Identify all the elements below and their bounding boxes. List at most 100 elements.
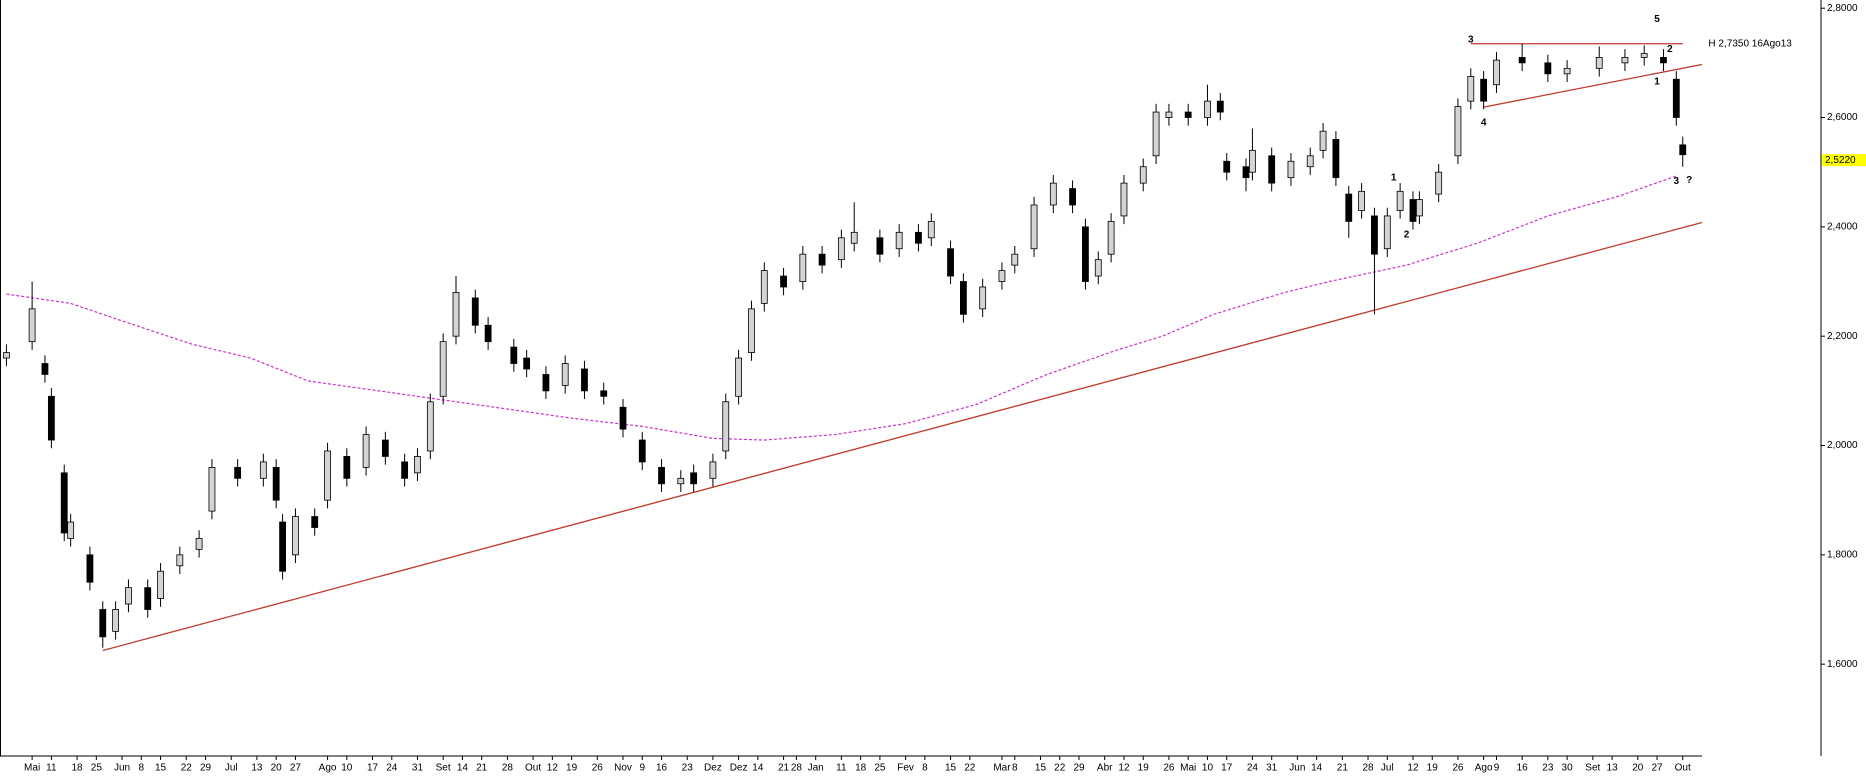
x-tick-label: 26 — [1452, 763, 1464, 774]
x-tick-label: 8 — [1012, 763, 1018, 774]
candle-body — [1306, 155, 1314, 168]
candle-body — [157, 570, 164, 599]
candle-body — [112, 609, 120, 632]
candle-body — [1345, 193, 1353, 222]
x-tick-label: 25 — [874, 763, 886, 774]
x-tick-label: 11 — [46, 763, 57, 774]
x-tick-label: 15 — [155, 763, 167, 774]
x-tick-label: 31 — [1266, 763, 1278, 774]
candle-body — [1480, 78, 1488, 102]
candle-body — [959, 281, 967, 315]
candle-body — [600, 390, 608, 397]
x-tick-label: 14 — [752, 763, 764, 774]
candle-body — [1679, 144, 1687, 156]
candle-body — [1467, 76, 1475, 102]
x-tick-label: 22 — [181, 763, 193, 774]
x-tick-label: 15 — [945, 763, 957, 774]
candle-body — [876, 237, 884, 255]
candle-body — [619, 406, 627, 430]
candle-body — [426, 401, 434, 452]
candle-body — [1672, 78, 1680, 118]
candle-body — [561, 363, 569, 386]
candle-body — [1049, 182, 1057, 206]
x-tick-label: 23 — [1542, 763, 1554, 774]
x-tick-label: 19 — [566, 763, 578, 774]
y-tick-label: 2,6000 — [1827, 112, 1858, 123]
candle-body — [760, 270, 768, 304]
x-tick-label: 28 — [1362, 763, 1374, 774]
x-tick-label: Jun — [114, 763, 130, 774]
x-tick-label: 16 — [1517, 763, 1529, 774]
x-tick-label: Mai — [24, 763, 40, 774]
candle-body — [439, 341, 447, 397]
x-tick-label: Out — [1675, 763, 1691, 774]
candle-body — [176, 554, 184, 567]
x-tick-label: Abr — [1097, 763, 1113, 774]
x-tick-label: 24 — [1247, 763, 1259, 774]
x-tick-label: 9 — [1494, 763, 1500, 774]
annotation: 2 — [1667, 44, 1673, 55]
y-tick-label: 2,2000 — [1827, 331, 1858, 342]
candle-body — [1216, 100, 1224, 113]
y-tick-label: 2,0000 — [1827, 440, 1858, 451]
candle-body — [748, 308, 755, 353]
candle-body — [658, 466, 665, 485]
candle-body — [1454, 106, 1462, 157]
annotation: 3 — [1468, 35, 1474, 46]
candle-body — [1640, 53, 1648, 58]
candle-body — [1595, 56, 1603, 69]
candle-body — [1094, 259, 1102, 277]
annotation: 1 — [1654, 77, 1660, 88]
candle-body — [414, 456, 421, 474]
candle-body — [1242, 166, 1250, 179]
annotation: 4 — [1481, 118, 1487, 129]
x-tick-label: 8 — [922, 763, 928, 774]
x-tick-label: Out — [525, 763, 541, 774]
y-tick-label: 1,6000 — [1827, 659, 1858, 670]
x-tick-label: 27 — [1651, 763, 1663, 774]
x-tick-label: 12 — [1118, 763, 1130, 774]
x-tick-label: 23 — [682, 763, 694, 774]
candle-body — [581, 368, 588, 392]
x-tick-label: 28 — [791, 763, 803, 774]
candle-body — [1287, 160, 1295, 179]
x-tick-label: 29 — [1073, 763, 1085, 774]
x-tick-label: 29 — [200, 763, 212, 774]
annotation: 1 — [1391, 172, 1397, 183]
candle-body — [895, 231, 903, 250]
candle-body — [638, 439, 646, 463]
x-tick-label: 21 — [1337, 763, 1349, 774]
candle-body — [1518, 56, 1526, 64]
candle-body — [1223, 160, 1231, 173]
candle-body — [722, 401, 730, 452]
candle-body — [1621, 56, 1629, 64]
x-tick-label: 31 — [412, 763, 424, 774]
candle-body — [510, 346, 518, 364]
candle-body — [1139, 166, 1147, 184]
candle-body — [67, 521, 75, 539]
x-tick-label: 19 — [1427, 763, 1439, 774]
candle-body — [86, 554, 94, 583]
candle-body — [60, 472, 68, 534]
candle-body — [1358, 190, 1365, 211]
x-tick-label: Ago — [1475, 763, 1493, 774]
candle-body — [343, 456, 351, 479]
candle-body — [1011, 253, 1019, 266]
candle-body — [1319, 130, 1327, 151]
x-tick-label: 10 — [1202, 763, 1214, 774]
annotation: 2 — [1404, 230, 1410, 241]
x-tick-label: 15 — [1035, 763, 1047, 774]
candle-body — [272, 466, 280, 501]
x-tick-label: 10 — [341, 763, 353, 774]
x-tick-label: 28 — [502, 763, 514, 774]
x-tick-label: 13 — [251, 763, 263, 774]
x-tick-label: 22 — [964, 763, 976, 774]
x-tick-label: Mai — [1180, 763, 1196, 774]
x-tick-label: 12 — [1407, 763, 1419, 774]
candle-body — [208, 466, 216, 512]
x-tick-label: 20 — [271, 763, 283, 774]
x-tick-label: 8 — [139, 763, 145, 774]
